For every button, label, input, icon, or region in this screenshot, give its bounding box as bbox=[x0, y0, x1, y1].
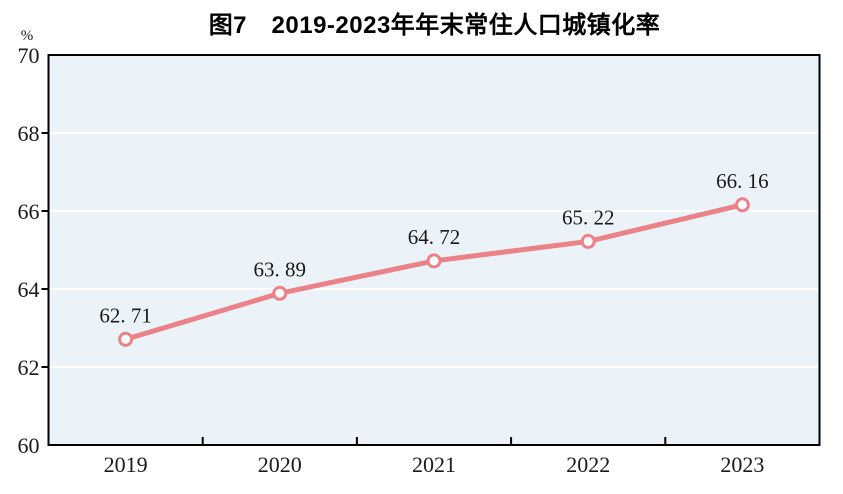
y-axis-label-64: 64 bbox=[18, 277, 40, 302]
y-axis-label-62: 62 bbox=[18, 355, 40, 380]
data-label-2019: 62. 71 bbox=[99, 303, 152, 327]
y-axis-label-70: 70 bbox=[18, 43, 40, 68]
data-point-2020 bbox=[272, 285, 288, 301]
x-axis-label-2023: 2023 bbox=[720, 452, 764, 477]
x-axis-label-2022: 2022 bbox=[566, 452, 610, 477]
data-label-2023: 66. 16 bbox=[716, 169, 769, 193]
data-label-2021: 64. 72 bbox=[408, 225, 461, 249]
x-axis-label-2019: 2019 bbox=[104, 452, 148, 477]
data-point-2019 bbox=[118, 331, 134, 347]
x-axis-label-2020: 2020 bbox=[258, 452, 302, 477]
plot-area bbox=[47, 54, 821, 446]
chart-title: 图7 2019-2023年年末常住人口城镇化率 bbox=[208, 12, 661, 39]
y-axis-label-60: 60 bbox=[18, 433, 40, 458]
data-label-2020: 63. 89 bbox=[254, 257, 307, 281]
y-axis-label-68: 68 bbox=[18, 121, 40, 146]
data-point-2021 bbox=[426, 253, 442, 269]
y-axis-unit-label: % bbox=[21, 28, 34, 44]
data-label-2022: 65. 22 bbox=[562, 205, 615, 229]
y-axis-label-66: 66 bbox=[18, 199, 40, 224]
x-axis-label-2021: 2021 bbox=[412, 452, 456, 477]
data-point-2022 bbox=[580, 233, 596, 249]
data-point-2023 bbox=[734, 197, 750, 213]
